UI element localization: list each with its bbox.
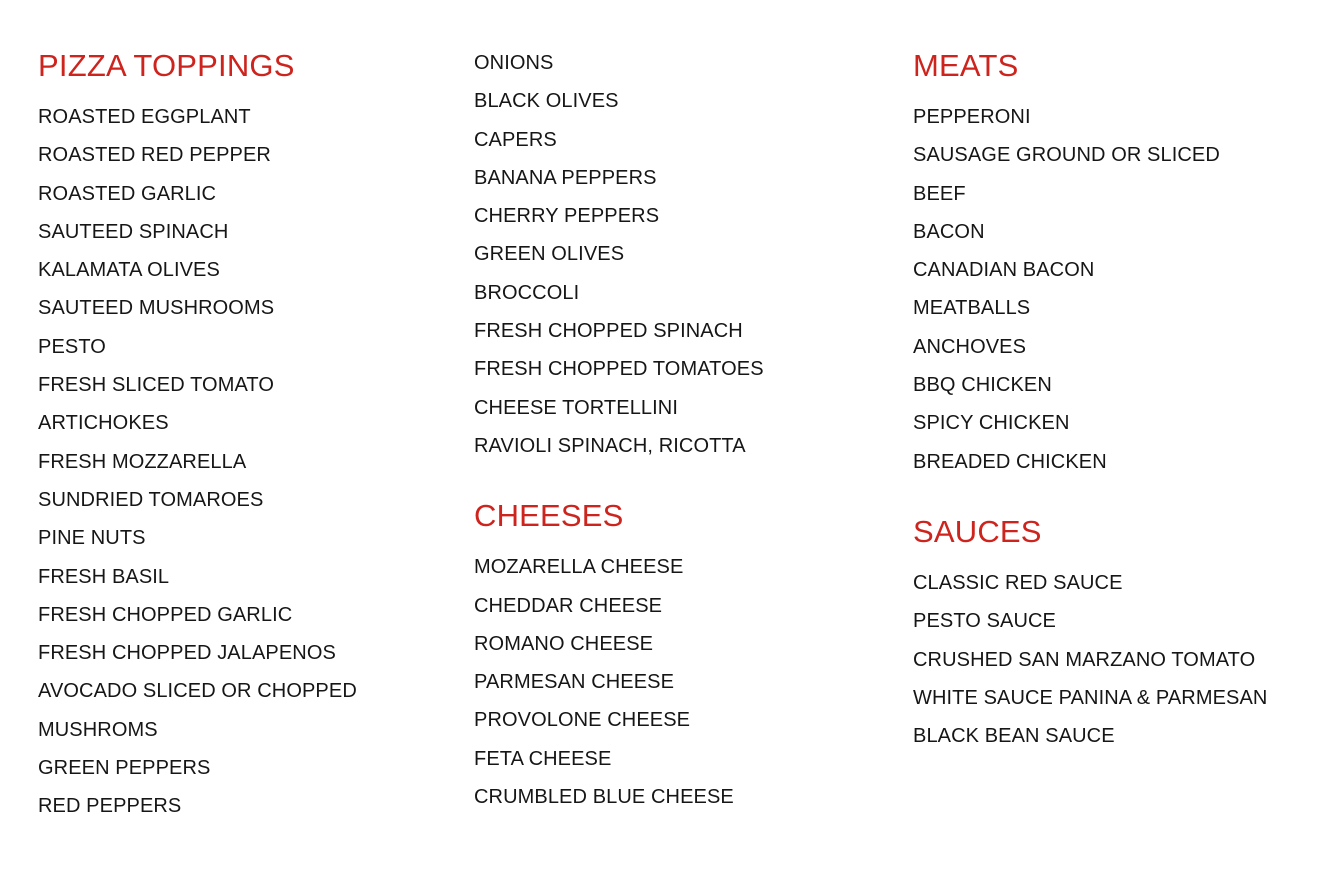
menu-item: SAUTEED MUSHROOMS bbox=[38, 297, 275, 320]
menu-item: SAUTEED SPINACH bbox=[38, 220, 229, 243]
menu-item: BREADED CHICKEN bbox=[913, 450, 1107, 473]
section-pizza-toppings: PIZZA TOPPINGS ROASTED EGGPLANT ROASTED RE… bbox=[38, 44, 470, 826]
menu-item: PEPPERONI bbox=[913, 106, 1031, 128]
menu-item: MEATBALLS bbox=[913, 297, 1031, 320]
menu-item: ROASTED EGGPLANT bbox=[38, 106, 251, 128]
menu-item: CANADIAN BACON bbox=[913, 259, 1095, 282]
menu-item: FRESH MOZZARELLA bbox=[38, 450, 247, 473]
menu-item: ONIONS bbox=[474, 52, 554, 74]
menu-item: BLACK BEAN SAUCE bbox=[913, 725, 1115, 748]
menu-item: FRESH CHOPPED JALAPENOS bbox=[38, 642, 336, 665]
menu-item: KALAMATA OLIVES bbox=[38, 259, 220, 282]
menu-item: PARMESAN CHEESE bbox=[474, 671, 675, 694]
menu-item: CAPERS bbox=[474, 128, 557, 151]
section-heading-meats: MEATS bbox=[913, 48, 1019, 83]
menu-item: FRESH BASIL bbox=[38, 565, 170, 588]
menu-item: MOZARELLA CHEESE bbox=[474, 556, 684, 579]
menu-item: SPICY CHICKEN bbox=[913, 412, 1070, 435]
menu-item: RAVIOLI SPINACH, RICOTTA bbox=[474, 434, 746, 457]
menu-item: SUNDRIED TOMAROES bbox=[38, 488, 264, 511]
section-heading-pizza-toppings: PIZZA TOPPINGS bbox=[38, 48, 295, 83]
menu-item: CHEESE TORTELLINI bbox=[474, 396, 678, 419]
menu-item: PROVOLONE CHEESE bbox=[474, 709, 691, 732]
menu-item: AVOCADO SLICED OR CHOPPED bbox=[38, 680, 357, 703]
menu-item: CHEDDAR CHEESE bbox=[474, 594, 663, 617]
menu-item: ROASTED RED PEPPER bbox=[38, 144, 271, 167]
menu-item: RED PEPPERS bbox=[38, 795, 182, 818]
menu-item: CLASSIC RED SAUCE bbox=[913, 571, 1123, 594]
menu-item: FETA CHEESE bbox=[474, 747, 612, 770]
menu-item: SAUSAGE GROUND OR SLICED bbox=[913, 144, 1220, 167]
menu-item: ARTICHOKES bbox=[38, 412, 169, 435]
menu-item: CRUSHED SAN MARZANO TOMATO bbox=[913, 648, 1256, 671]
menu-item: FRESH SLICED TOMATO bbox=[38, 374, 275, 397]
menu-item: BBQ CHICKEN bbox=[913, 374, 1052, 397]
section-pizza-toppings-continued: ONIONS BLACK OLIVES CAPERS BANANA PEPPERS CH… bbox=[474, 44, 906, 465]
menu-item: GREEN OLIVES bbox=[474, 243, 625, 266]
menu-item: CHERRY PEPPERS bbox=[474, 205, 660, 228]
menu-item: BANANA PEPPERS bbox=[474, 166, 657, 189]
menu-item: ROMANO CHEESE bbox=[474, 632, 654, 655]
menu-item: FRESH CHOPPED GARLIC bbox=[38, 603, 293, 626]
menu-item: FRESH CHOPPED TOMATOES bbox=[474, 358, 764, 381]
menu-item: ANCHOVES bbox=[913, 335, 1027, 358]
menu-item: PESTO bbox=[38, 335, 106, 358]
section-cheeses: CHEESES MOZARELLA CHEESE CHEDDAR CHEESE ROM… bbox=[474, 494, 906, 816]
menu-item: FRESH CHOPPED SPINACH bbox=[474, 320, 743, 343]
menu-item: BROCCOLI bbox=[474, 281, 580, 304]
menu-item: MUSHROMS bbox=[38, 718, 158, 741]
menu-column-2: ONIONS BLACK OLIVES CAPERS BANANA PEPPERS CH… bbox=[474, 44, 906, 816]
menu-item: PESTO SAUCE bbox=[913, 610, 1056, 633]
menu-column-3: MEATS PEPPERONI SAUSAGE GROUND OR SLICED BE… bbox=[913, 44, 1315, 755]
menu-item: ROASTED GARLIC bbox=[38, 182, 217, 205]
menu-item: PINE NUTS bbox=[38, 527, 146, 550]
section-heading-sauces: SAUCES bbox=[913, 513, 1042, 549]
menu-item: BLACK OLIVES bbox=[474, 90, 619, 113]
menu-item: GREEN PEPPERS bbox=[38, 757, 211, 780]
menu-item: BACON bbox=[913, 220, 985, 243]
menu-item: WHITE SAUCE PANINA & PARMESAN bbox=[913, 686, 1268, 709]
section-heading-cheeses: CHEESES bbox=[474, 498, 624, 534]
menu-column-1: PIZZA TOPPINGS ROASTED EGGPLANT ROASTED RE… bbox=[38, 44, 470, 826]
section-meats: MEATS PEPPERONI SAUSAGE GROUND OR SLICED BE… bbox=[913, 44, 1315, 481]
menu-item: BEEF bbox=[913, 182, 966, 205]
section-sauces: SAUCES CLASSIC RED SAUCE PESTO SAUCE CRUSHE… bbox=[913, 510, 1315, 755]
menu-item: CRUMBLED BLUE CHEESE bbox=[474, 786, 734, 809]
